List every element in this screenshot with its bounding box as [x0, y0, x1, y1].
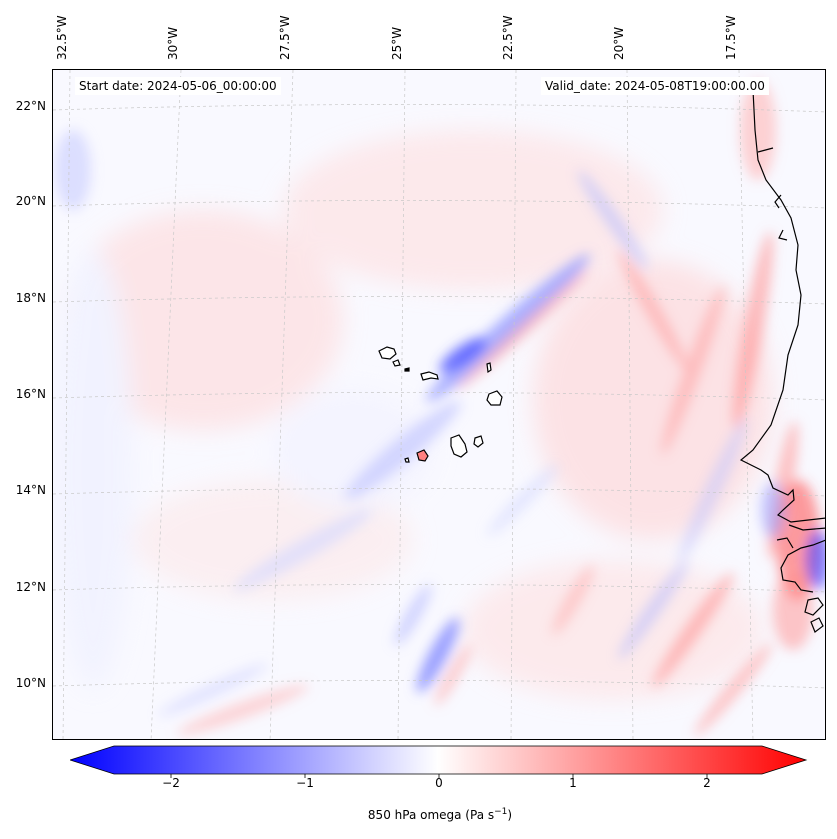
island-boa-vista [486, 390, 503, 406]
colorbar-label-exponent: −1 [494, 807, 508, 817]
island-santo-antao [378, 346, 397, 360]
colorbar-tick-neg2: −2 [162, 776, 180, 790]
lon-label-25w: 25°W [390, 26, 404, 60]
lon-label-27-5w: 27.5°W [278, 15, 292, 60]
lat-label-16n: 16°N [15, 387, 46, 401]
colorbar-body [70, 745, 808, 775]
gridlines [53, 70, 825, 739]
colorbar-tick-neg1: −1 [296, 776, 314, 790]
start-date-label: Start date: 2024-05-06_00:00:00 [75, 77, 281, 95]
colorbar-tick-2: 2 [703, 776, 711, 790]
island-sal [486, 362, 492, 374]
colorbar [70, 745, 808, 778]
cape-verde-islands [378, 346, 503, 463]
omega-field-map [53, 70, 825, 739]
lat-label-10n: 10°N [15, 676, 46, 690]
colorbar-label: 850 hPa omega (Pa s−1) [0, 807, 837, 822]
lon-label-22-5w: 22.5°W [501, 15, 515, 60]
lat-label-22n: 22°N [15, 99, 46, 113]
island-fogo [416, 449, 429, 462]
island-sao-vicente [392, 359, 401, 367]
colorbar-ticks [170, 774, 708, 778]
lon-label-30w: 30°W [166, 26, 180, 60]
island-brava [404, 457, 410, 463]
african-coastline [739, 89, 825, 633]
colorbar-tick-0: 0 [435, 776, 443, 790]
island-maio [473, 435, 484, 448]
lat-label-14n: 14°N [15, 483, 46, 497]
valid-date-label: Valid_date: 2024-05-08T19:00:00.00 [541, 77, 769, 95]
island-santa-luzia [404, 367, 410, 372]
colorbar-label-text: 850 hPa omega (Pa s [367, 808, 495, 822]
lat-label-12n: 12°N [15, 580, 46, 594]
colorbar-tick-1: 1 [569, 776, 577, 790]
island-santiago [450, 434, 468, 458]
lat-label-20n: 20°N [15, 194, 46, 208]
omega-features [55, 80, 825, 737]
lat-label-18n: 18°N [15, 291, 46, 305]
island-sao-nicolau [420, 371, 439, 381]
lon-label-17-5w: 17.5°W [724, 15, 738, 60]
lon-label-20w: 20°W [612, 26, 626, 60]
map-panel[interactable] [52, 69, 826, 740]
colorbar-label-close: ) [507, 808, 513, 822]
background-field [53, 130, 773, 700]
lon-label-32-5w: 32.5°W [55, 15, 69, 60]
